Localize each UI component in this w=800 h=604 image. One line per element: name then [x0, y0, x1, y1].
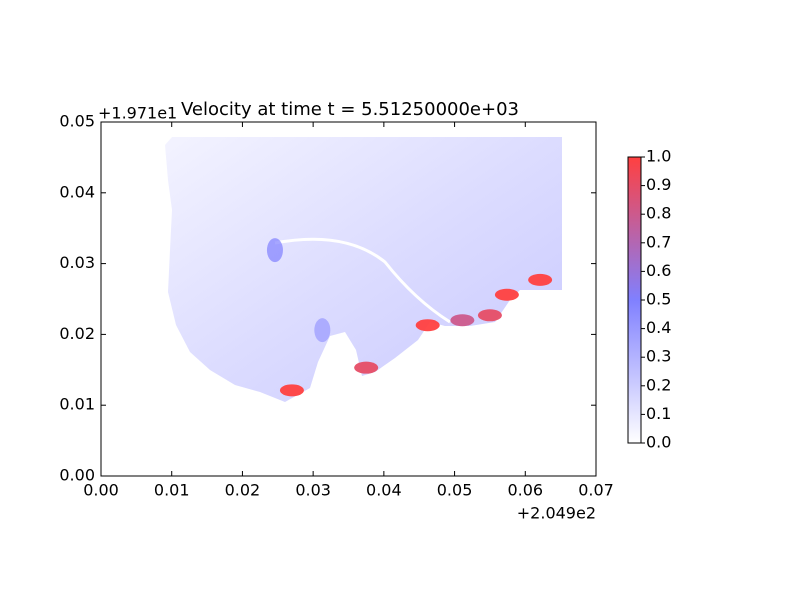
x-tick-label: 0.03 [295, 481, 331, 500]
plot-frame [100, 121, 597, 477]
x-tick-label: 0.06 [507, 481, 543, 500]
hotspot [279, 384, 304, 397]
hotspot [450, 314, 475, 327]
colorbar-tick-label: 0.0 [646, 433, 671, 452]
colorbar-tick-label: 0.8 [646, 204, 671, 223]
hotspot [415, 319, 440, 332]
colorbar-tick-label: 1.0 [646, 147, 671, 166]
x-tick-label: 0.02 [225, 481, 261, 500]
colorbar-tick-label: 0.4 [646, 318, 671, 337]
y-tick-label: 0.01 [59, 395, 95, 414]
colorbar-tick-label: 0.6 [646, 261, 671, 280]
x-tick-label: 0.04 [366, 481, 402, 500]
y-tick-label: 0.02 [59, 324, 95, 343]
hotspot [477, 309, 502, 322]
chart-title: Velocity at time t = 5.51250000e+03 [181, 99, 519, 120]
y-tick-label: 0.05 [59, 112, 95, 131]
x-offset: +2.049e2 [517, 504, 596, 523]
x-tick-label: 0.00 [83, 481, 119, 500]
colorbar [627, 156, 642, 444]
y-tick-label: 0.04 [59, 182, 95, 201]
x-tick-label: 0.01 [154, 481, 190, 500]
colorbar-tick-label: 0.2 [646, 375, 671, 394]
y-offset: +1.971e1 [98, 104, 177, 123]
hotspot [494, 288, 519, 301]
x-tick-label: 0.05 [437, 481, 473, 500]
colorbar-tick-label: 0.3 [646, 347, 671, 366]
channel [274, 237, 451, 324]
colorbar-tick-label: 0.9 [646, 175, 671, 194]
colorbar-tick-label: 0.7 [646, 232, 671, 251]
colorbar-tick-label: 0.1 [646, 404, 671, 423]
domain [165, 137, 562, 402]
y-tick-label: 0.00 [59, 466, 95, 485]
hotspot [354, 361, 379, 374]
y-tick-label: 0.03 [59, 253, 95, 272]
x-tick-label: 0.07 [578, 481, 614, 500]
hotspot [314, 318, 331, 343]
hotspot [266, 238, 283, 263]
hotspot [528, 273, 553, 286]
colorbar-tick-label: 0.5 [646, 290, 671, 309]
